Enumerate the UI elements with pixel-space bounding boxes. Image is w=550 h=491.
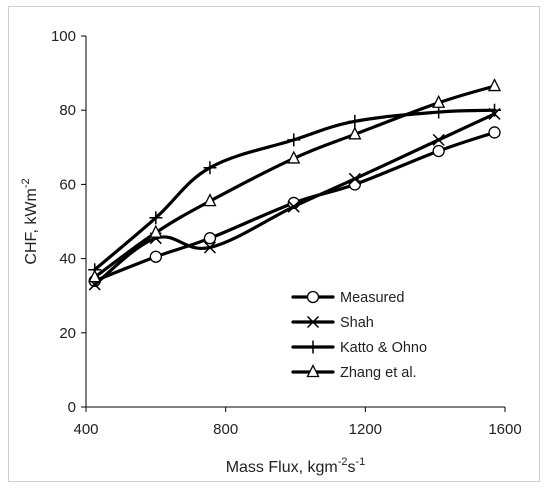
data-point-plus [488,103,502,117]
data-point-triangle [432,94,446,108]
data-point-x [432,133,445,146]
plot-area: 0 20 40 60 80 100 400 800 1200 1600 [51,28,522,438]
legend-item: Measured [291,290,404,306]
x-axis-title-sup2: -1 [356,456,366,468]
data-point-circle [203,232,217,245]
y-axis-title: CHF, kWm-2 [20,178,40,264]
data-point-x [287,200,300,213]
legend-label: Katto & Ohno [340,340,427,356]
y-tick-label: 100 [51,28,76,45]
data-point-plus [348,114,362,128]
x-axis-title-mid: s [348,459,356,476]
legend-label: Shah [340,315,374,331]
data-point-triangle [149,224,163,238]
series-group [88,78,502,291]
y-axis-title-main: CHF, kWm [23,188,40,264]
legend-item: Zhang et al. [291,364,417,381]
x-tick-label: 1200 [349,421,382,438]
ticks: 0 20 40 60 80 100 400 800 1200 1600 [51,28,522,438]
data-point-plus [287,133,301,147]
chart-frame [8,6,540,482]
data-point-circle [488,126,501,139]
series-line-triangle [93,84,497,279]
legend-marker-x [306,315,320,329]
data-point-plus [149,211,163,225]
data-point-plus [203,161,217,175]
legend-marker-plus [306,340,320,354]
data-point-triangle [348,126,362,140]
y-tick-label: 60 [59,176,76,193]
data-point-circle [149,250,162,263]
series-line-plus [93,108,497,272]
data-point-x [203,241,216,254]
data-point-triangle [287,150,301,164]
x-tick-label: 400 [73,421,98,438]
legend-item: Shah [291,315,374,331]
x-axis-title: Mass Flux, kgm-2s-1 [226,456,366,476]
x-tick-label: 1600 [488,421,521,438]
series-triangle [88,78,502,283]
legend-marker-triangle [306,364,320,378]
x-axis-title-sup1: -2 [338,456,348,468]
x-axis-title-main: Mass Flux, kgm [226,459,338,476]
data-point-x [348,172,361,185]
series-plus [88,103,502,277]
y-tick-label: 80 [59,102,76,119]
data-point-triangle [88,269,102,283]
y-axis-title-sup: -2 [20,178,32,188]
legend-label: Zhang et al. [340,365,417,381]
data-point-triangle [203,193,217,207]
legend-label: Measured [340,290,404,306]
legend-marker-circle [306,290,320,304]
y-tick-label: 20 [59,325,76,342]
y-tick-label: 40 [59,251,76,268]
y-tick-label: 0 [68,399,76,416]
data-point-circle [432,144,445,158]
x-tick-label: 800 [213,421,238,438]
legend: Measured Shah Katto & Ohno Zhang et al. [291,290,427,381]
data-point-triangle [487,78,502,92]
legend-item: Katto & Ohno [291,340,427,356]
